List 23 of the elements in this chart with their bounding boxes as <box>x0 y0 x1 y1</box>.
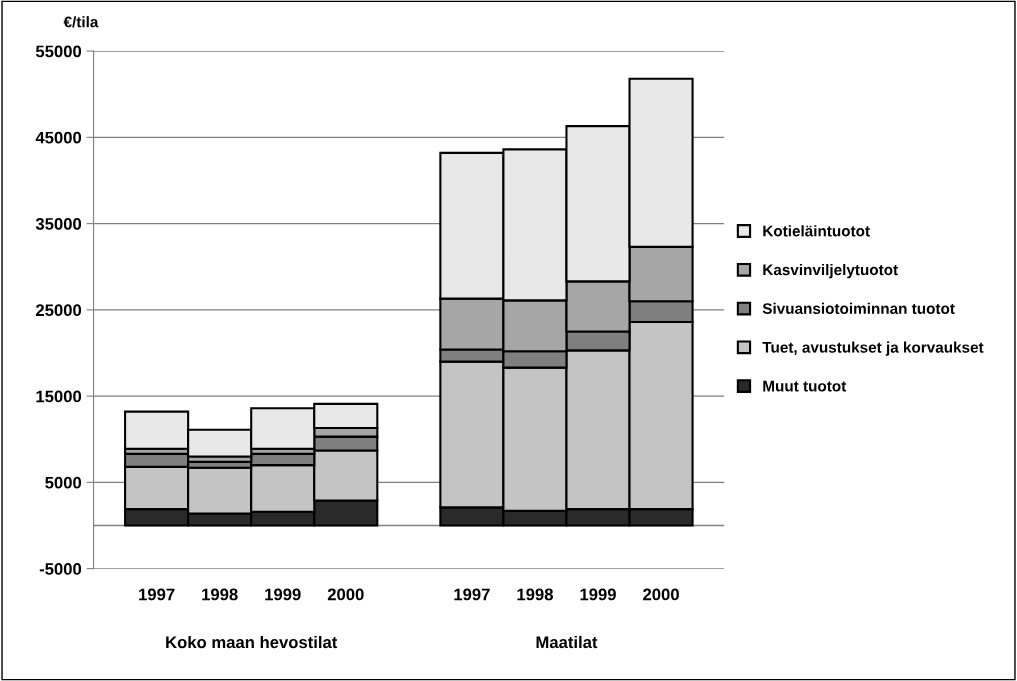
y-tick-label: 5000 <box>45 476 82 489</box>
y-tick-label: -5000 <box>39 563 82 575</box>
text: Koko maan hevostilat <box>166 635 338 649</box>
y-tick-label: 15000 <box>36 390 82 403</box>
x-tick-label: 2000 <box>327 588 364 601</box>
x-tick-label: 1998 <box>202 588 238 601</box>
x-tick-label: 1997 <box>454 588 490 601</box>
legend-label: Kasvinviljelytuotot <box>763 264 898 279</box>
y-tick-label: 45000 <box>35 131 82 144</box>
x-tick-label: 1999 <box>580 588 616 601</box>
legend-label: Muut tuotot <box>763 380 847 392</box>
y-tick-label: 25000 <box>36 304 82 317</box>
x-tick-label: 2000 <box>643 588 679 601</box>
legend-label: Tuet, avustukset ja korvaukset <box>762 341 984 356</box>
y-tick-label: 55000 <box>35 45 82 58</box>
legend-label: Sivuansiotoiminnan tuotot <box>762 302 955 314</box>
legend-label: Kotieläintuotot <box>763 225 870 237</box>
x-tick-label: 1997 <box>139 588 175 601</box>
x-tick-label: 1999 <box>265 588 301 601</box>
text: Maatilat <box>536 635 598 649</box>
y-axis-title: €/tila <box>63 16 99 28</box>
y-tick-label: 35000 <box>35 218 82 230</box>
x-tick-label: 1998 <box>517 588 553 601</box>
